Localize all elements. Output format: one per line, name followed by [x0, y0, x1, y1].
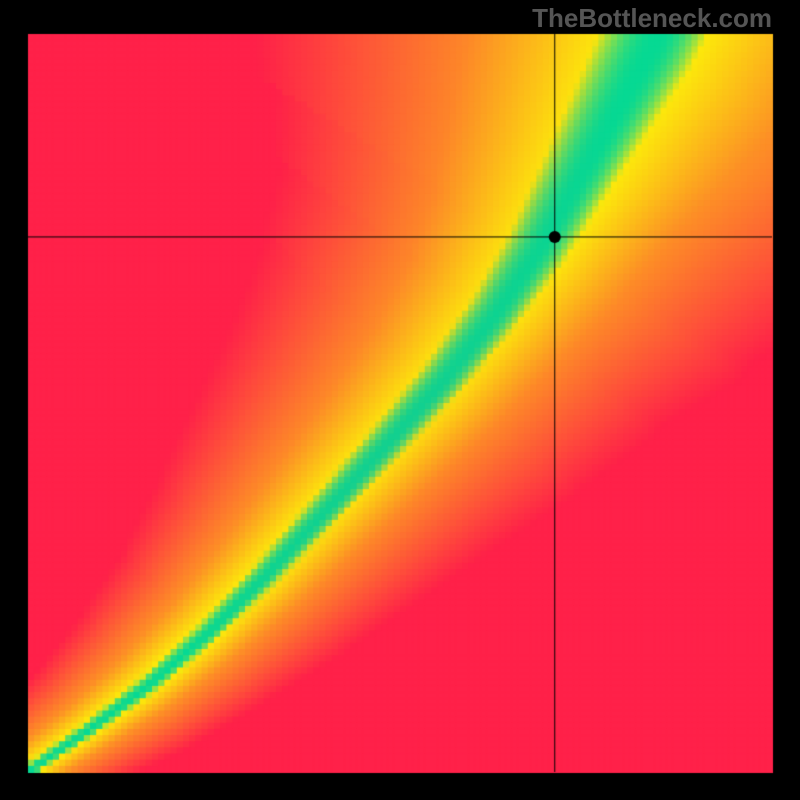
watermark-text: TheBottleneck.com — [532, 3, 772, 34]
heatmap-canvas — [0, 0, 800, 800]
chart-container: TheBottleneck.com — [0, 0, 800, 800]
